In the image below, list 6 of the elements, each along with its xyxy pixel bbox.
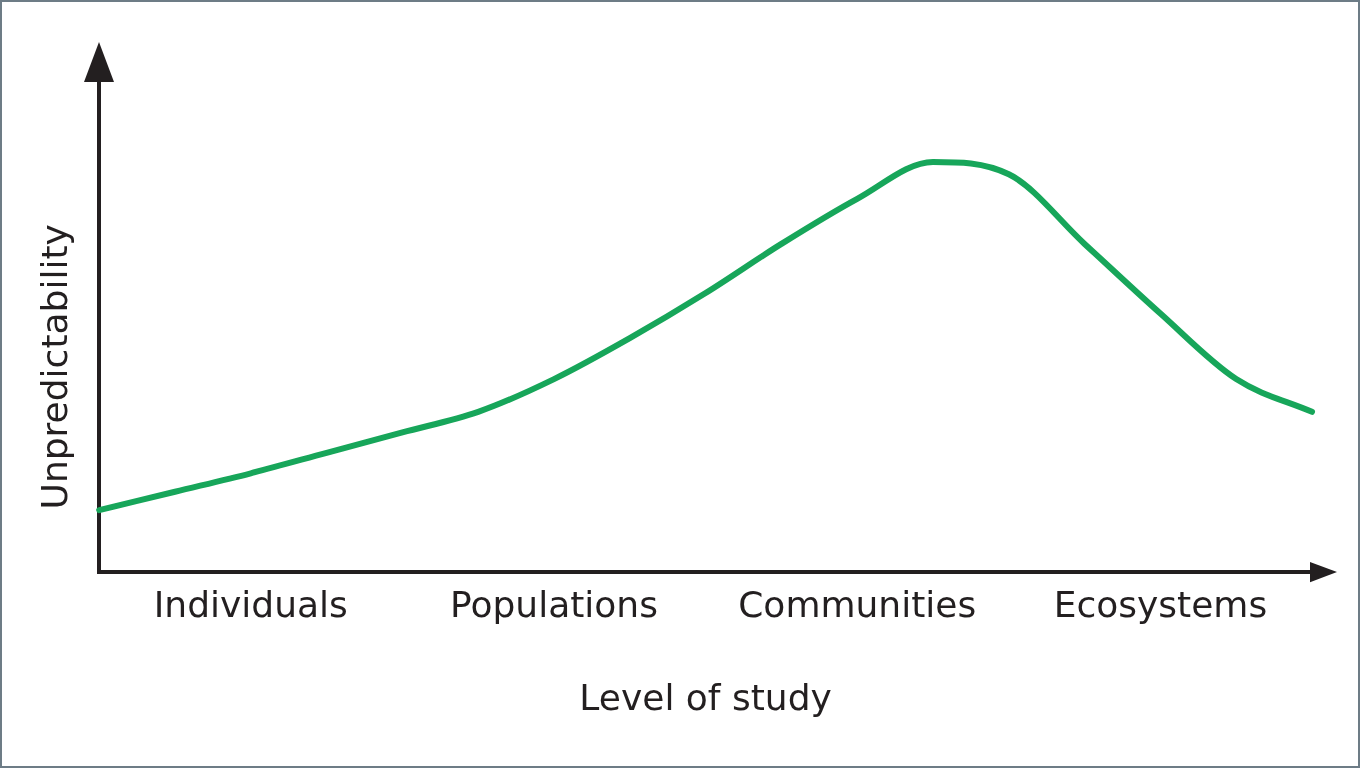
x-tick-label: Communities [738,583,977,625]
x-tick-label: Populations [450,583,658,625]
x-axis-title: Level of study [579,676,832,718]
y-axis-title: Unpredictability [33,224,75,510]
x-tick-label: Ecosystems [1053,583,1268,625]
x-tick-label: Individuals [153,583,348,625]
